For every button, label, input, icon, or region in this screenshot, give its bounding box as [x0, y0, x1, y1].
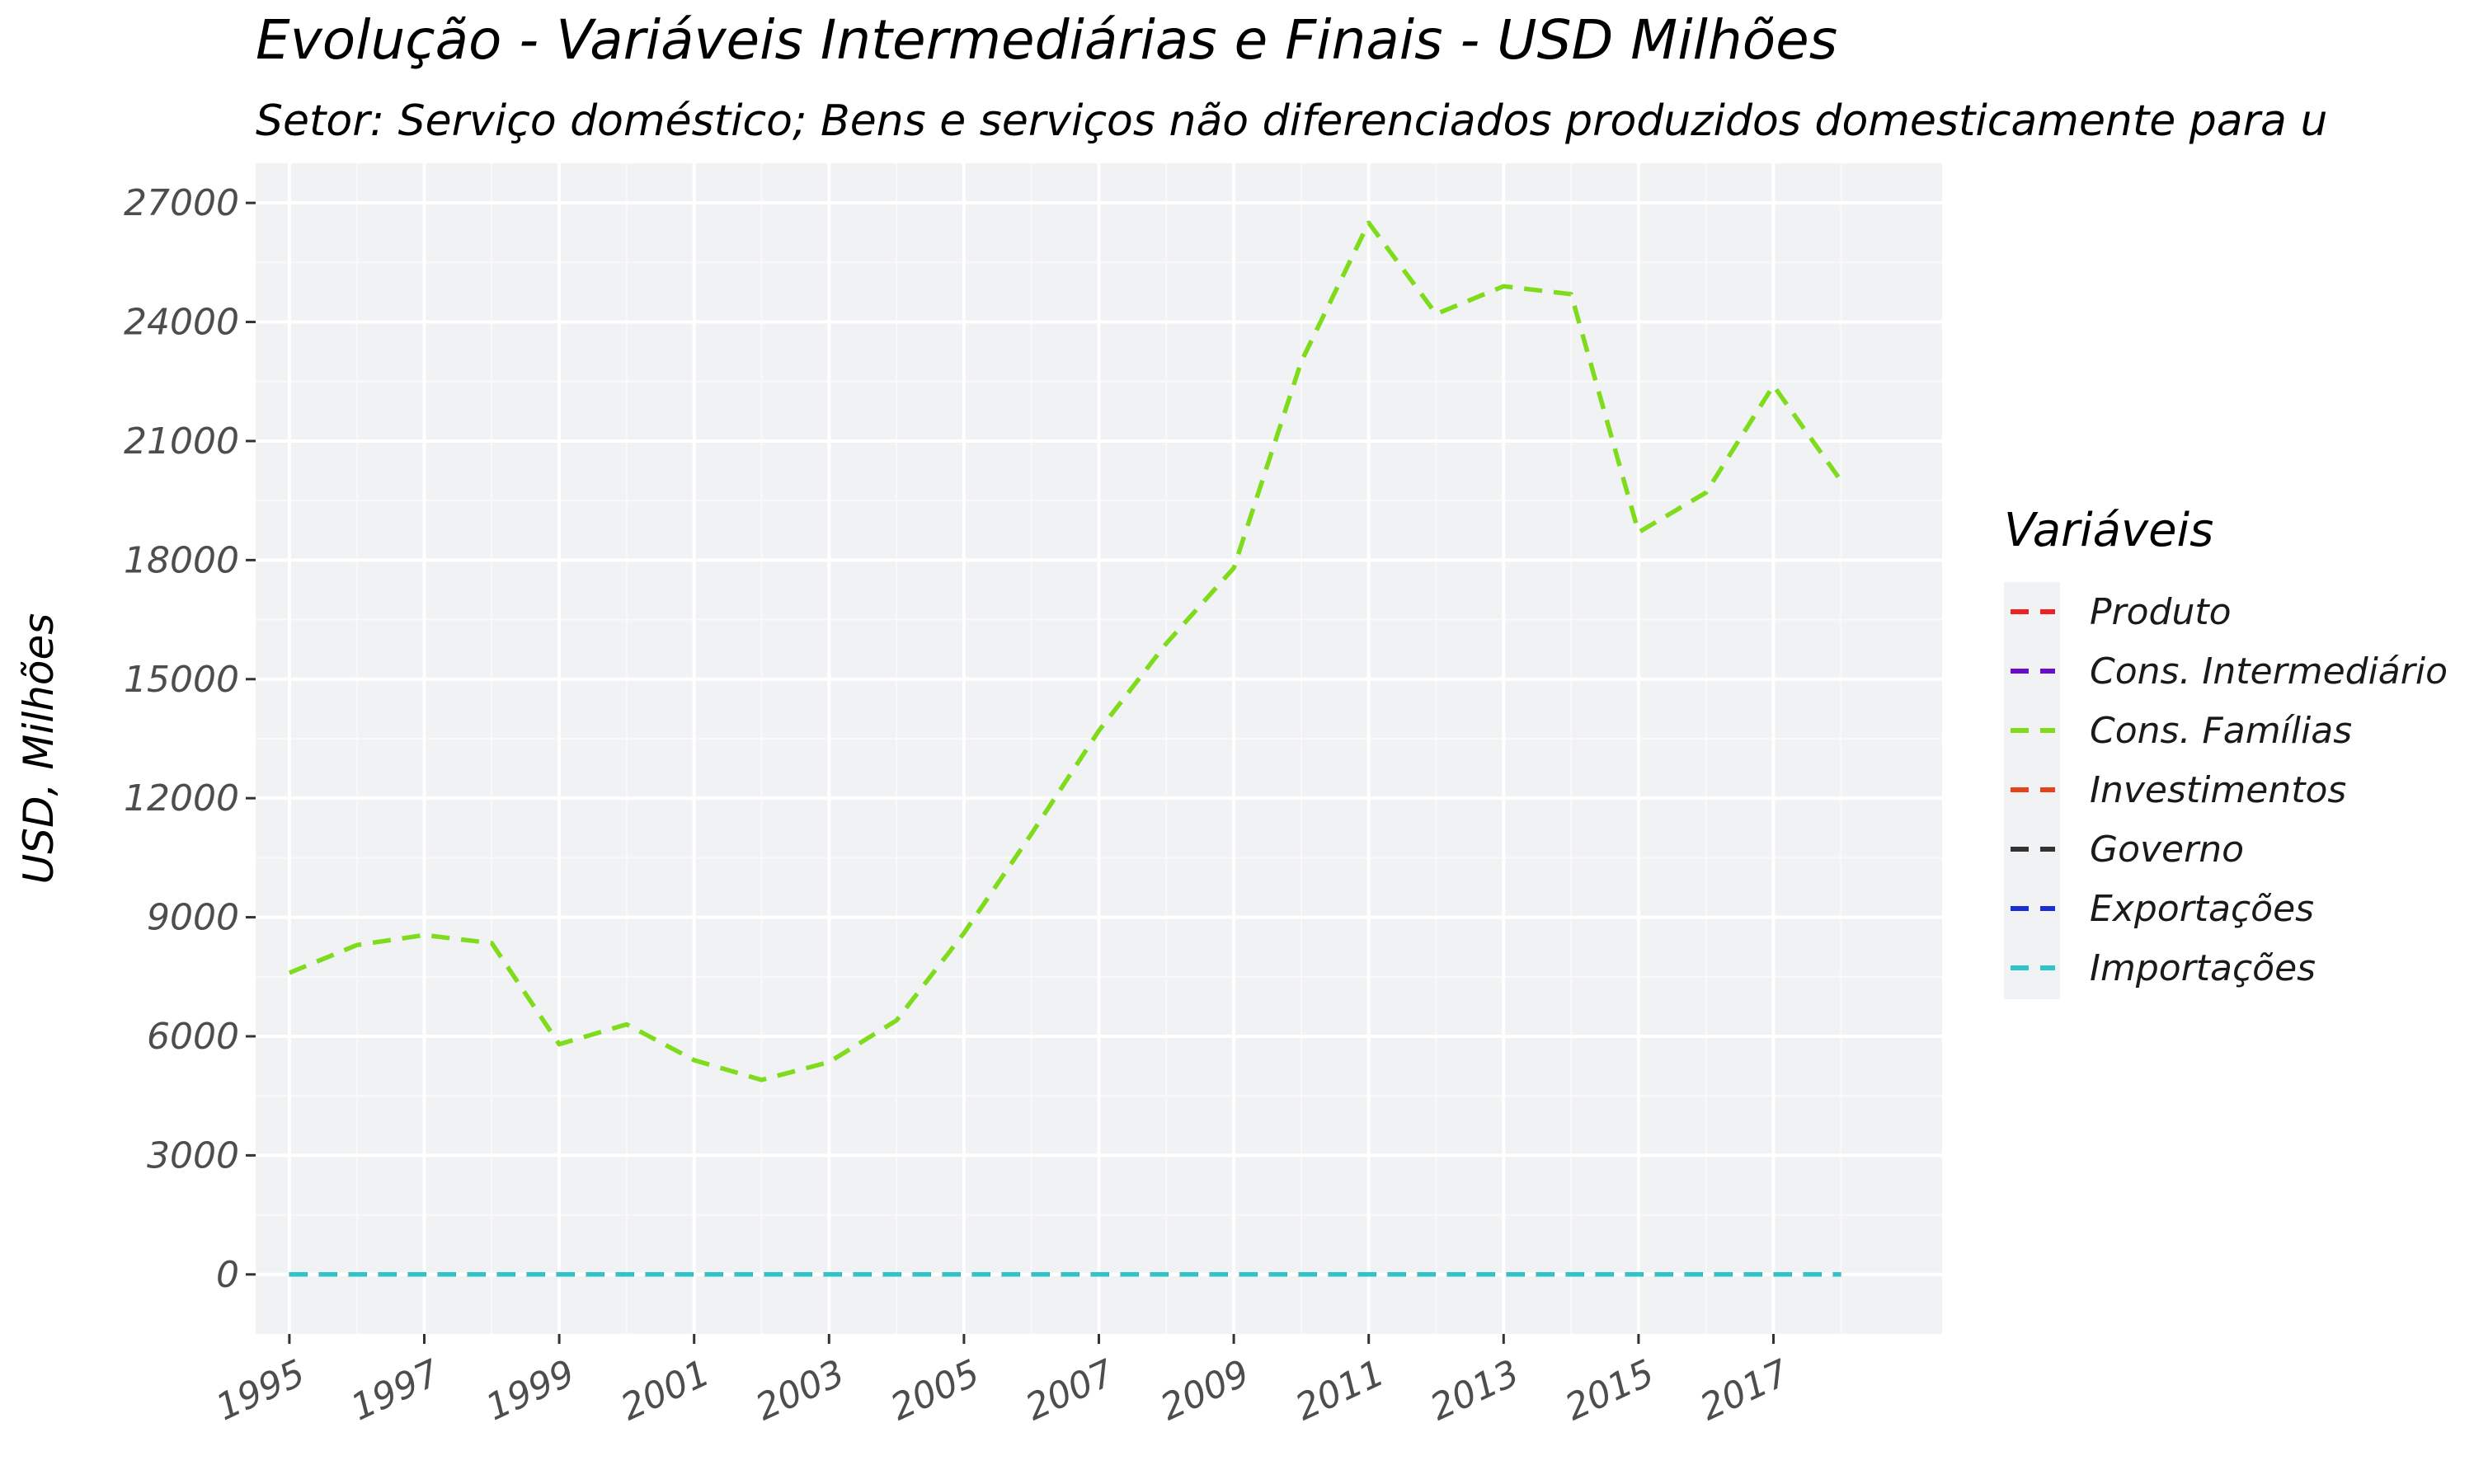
- legend-label-exportacoes: Exportações: [2090, 888, 2314, 930]
- y-tick-label: 6000: [147, 1016, 239, 1058]
- x-tick-label: 1997: [345, 1352, 446, 1430]
- x-tick-labels: 1995 1997 1999 2001 2003 2005 2007 2009 2011 2013…: [210, 1352, 1796, 1430]
- legend-label-governo: Governo: [2090, 829, 2244, 871]
- y-tick-label: 9000: [147, 897, 239, 939]
- x-tick-label: 2005: [885, 1352, 986, 1430]
- x-tick-label: 2011: [1289, 1352, 1390, 1430]
- legend-label-produto: Produto: [2090, 591, 2232, 633]
- y-tick-label: 18000: [124, 539, 239, 581]
- y-tick-label: 0: [216, 1254, 239, 1296]
- x-tick-label: 2009: [1155, 1352, 1256, 1430]
- x-tick-label: 1995: [210, 1352, 312, 1430]
- y-tick-label: 12000: [124, 777, 239, 819]
- y-tick-label: 15000: [124, 659, 239, 701]
- x-tick-label: 2015: [1559, 1352, 1661, 1430]
- x-tick-label: 2007: [1019, 1352, 1121, 1430]
- axis-ticks: [246, 201, 1775, 1344]
- series-line-cons-familias: [288, 220, 1843, 1082]
- y-tick-label: 21000: [124, 420, 239, 463]
- legend-items: Produto Cons. Intermediário Cons. Famílias…: [2011, 591, 2448, 989]
- y-tick-label: 24000: [124, 302, 239, 344]
- grid-major: [256, 163, 1942, 1334]
- x-tick-label: 2013: [1424, 1352, 1526, 1430]
- chart-title: Evolução - Variáveis Intermediárias e Fi…: [256, 8, 1837, 72]
- x-tick-label: 2001: [614, 1352, 716, 1430]
- legend-label-investimentos: Investimentos: [2090, 769, 2346, 811]
- y-tick-label: 27000: [124, 182, 239, 224]
- y-tick-label: 3000: [147, 1134, 239, 1176]
- series-lines: [288, 220, 1843, 1277]
- legend-title: Variáveis: [2004, 504, 2213, 557]
- chart-subtitle: Setor: Serviço doméstico; Bens e serviço…: [256, 96, 2327, 146]
- legend-label-cons-familias: Cons. Famílias: [2090, 710, 2352, 752]
- y-axis-label: USD, Milhões: [15, 613, 63, 885]
- x-tick-label: 1999: [480, 1352, 581, 1430]
- legend-label-importacoes: Importações: [2090, 947, 2316, 989]
- x-tick-label: 2003: [750, 1352, 851, 1430]
- y-tick-labels: 0 3000 6000 9000 12000 15000 18000 21000 24000 27…: [124, 182, 239, 1296]
- x-tick-label: 2017: [1694, 1352, 1795, 1430]
- legend-label-cons-intermediario: Cons. Intermediário: [2090, 650, 2448, 693]
- legend: Variáveis Produto Cons. Intermediário Cons…: [2004, 504, 2448, 999]
